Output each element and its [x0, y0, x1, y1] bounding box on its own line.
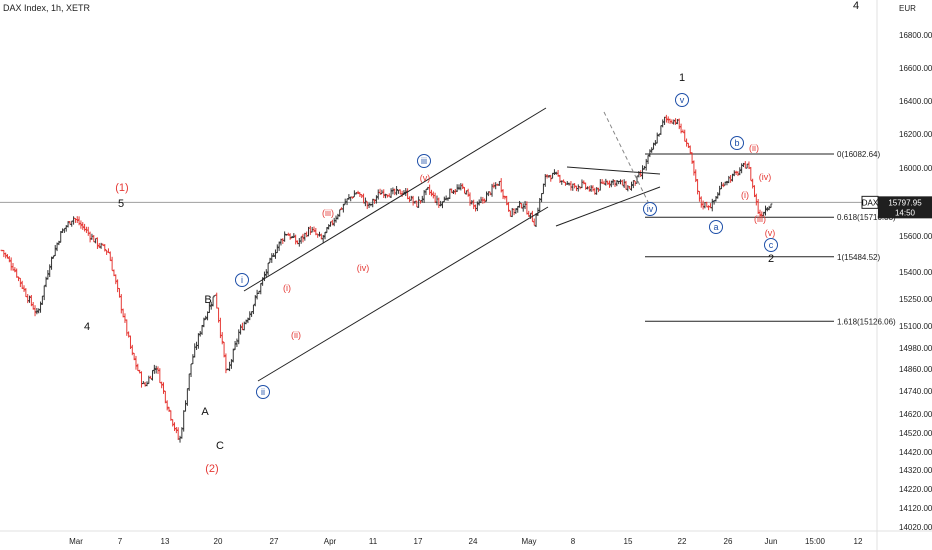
- y-tick-label: 15400.00: [899, 268, 932, 277]
- x-tick-label: 20: [214, 537, 223, 546]
- last-price-tag: [878, 196, 932, 219]
- channel-lower-line: [257, 206, 549, 382]
- wave-label-circled: b: [734, 138, 739, 148]
- series-name-label: DAX: [862, 198, 879, 207]
- wave-label-red-minor: (ii): [291, 330, 301, 340]
- projection-dashed-line: [603, 111, 653, 211]
- wave-label-red-minor: (iii): [754, 214, 766, 224]
- x-tick-label: 15:00: [805, 537, 826, 546]
- wave-label-black: 2: [768, 253, 774, 265]
- wave-label-red-minor: (v): [765, 228, 776, 238]
- fib-level-label: 0(16082.64): [837, 150, 880, 159]
- x-tick-label: 22: [678, 537, 687, 546]
- y-tick-label: 14320.00: [899, 466, 932, 475]
- wave-label-circled: ii: [261, 387, 265, 397]
- wave-label-circled: iii: [421, 156, 427, 166]
- x-tick-label: 11: [369, 537, 378, 546]
- y-tick-label: 16800.00: [899, 31, 932, 40]
- y-tick-label: 16000.00: [899, 164, 932, 173]
- wave-label-circled: c: [769, 240, 774, 250]
- y-tick-label: 14420.00: [899, 448, 932, 457]
- y-tick-label: 14220.00: [899, 485, 932, 494]
- wave-label-black: B: [204, 294, 211, 306]
- y-tick-label: 16600.00: [899, 64, 932, 73]
- wave-label-red-major: (2): [205, 463, 218, 475]
- channel-upper-line: [243, 107, 547, 292]
- x-tick-label: 15: [624, 537, 633, 546]
- y-tick-label: 14740.00: [899, 387, 932, 396]
- x-tick-label: 13: [161, 537, 170, 546]
- last-time-label: 14:50: [895, 208, 916, 217]
- wave-circle: [643, 202, 657, 216]
- y-tick-label: 14860.00: [899, 365, 932, 374]
- y-tick-label: 14980.00: [899, 344, 932, 353]
- y-tick-label: 14620.00: [899, 410, 932, 419]
- chart-title: DAX Index, 1h, XETR: [3, 3, 91, 13]
- x-tick-label: 17: [414, 537, 423, 546]
- x-tick-label: Mar: [69, 537, 83, 546]
- fib-level-label: 0.618(15710.33): [837, 213, 896, 222]
- wave-label-black: 1: [679, 72, 685, 84]
- y-tick-label: 14120.00: [899, 504, 932, 513]
- x-tick-label: May: [521, 537, 536, 546]
- wave-label-red-major: (1): [115, 182, 128, 194]
- wave-label-black: 4: [853, 0, 859, 12]
- x-tick-label: Jun: [765, 537, 778, 546]
- x-tick-label: 26: [724, 537, 733, 546]
- wave-label-black: 5: [118, 198, 124, 210]
- fib-level-label: 1(15484.52): [837, 253, 880, 262]
- wave-circle: [256, 385, 270, 399]
- x-tick-label: Apr: [324, 537, 337, 546]
- y-tick-label: 16400.00: [899, 97, 932, 106]
- wave-label-red-minor: (i): [283, 283, 291, 293]
- wave-label-circled: v: [680, 95, 685, 105]
- x-tick-label: 7: [118, 537, 123, 546]
- triangle-lower-line: [555, 186, 661, 227]
- x-tick-label: 8: [571, 537, 576, 546]
- wave-label-black: A: [201, 406, 209, 418]
- wave-circle: [764, 238, 778, 252]
- wave-label-black: 4: [84, 321, 90, 333]
- y-tick-label: 15100.00: [899, 322, 932, 331]
- wave-label-red-minor: (iv): [759, 172, 772, 182]
- last-price-label: 15797.95: [888, 198, 922, 207]
- y-tick-label: 15600.00: [899, 232, 932, 241]
- wave-label-red-minor: (v): [420, 173, 431, 183]
- triangle-upper-line: [566, 166, 661, 175]
- y-tick-label: 14020.00: [899, 523, 932, 532]
- y-tick-label: 15250.00: [899, 295, 932, 304]
- wave-label-red-minor: (i): [741, 190, 749, 200]
- wave-label-red-minor: (iii): [322, 208, 334, 218]
- x-tick-label: 24: [469, 537, 478, 546]
- wave-circle: [235, 273, 249, 287]
- wave-circle: [730, 136, 744, 150]
- x-tick-label: 12: [854, 537, 863, 546]
- y-tick-label: 14520.00: [899, 429, 932, 438]
- currency-label: EUR: [899, 4, 916, 13]
- wave-circle: [417, 154, 431, 168]
- wave-label-circled: a: [713, 222, 718, 232]
- x-tick-label: 27: [270, 537, 279, 546]
- wave-circle: [675, 93, 689, 107]
- y-tick-label: 16200.00: [899, 130, 932, 139]
- wave-circle: [709, 220, 723, 234]
- wave-label-red-minor: (ii): [749, 143, 759, 153]
- wave-label-black: C: [216, 440, 224, 452]
- wave-label-circled: iv: [647, 204, 654, 214]
- wave-label-circled: i: [241, 275, 243, 285]
- wave-label-red-minor: (iv): [357, 263, 370, 273]
- fib-level-label: 1.618(15126.06): [837, 317, 896, 326]
